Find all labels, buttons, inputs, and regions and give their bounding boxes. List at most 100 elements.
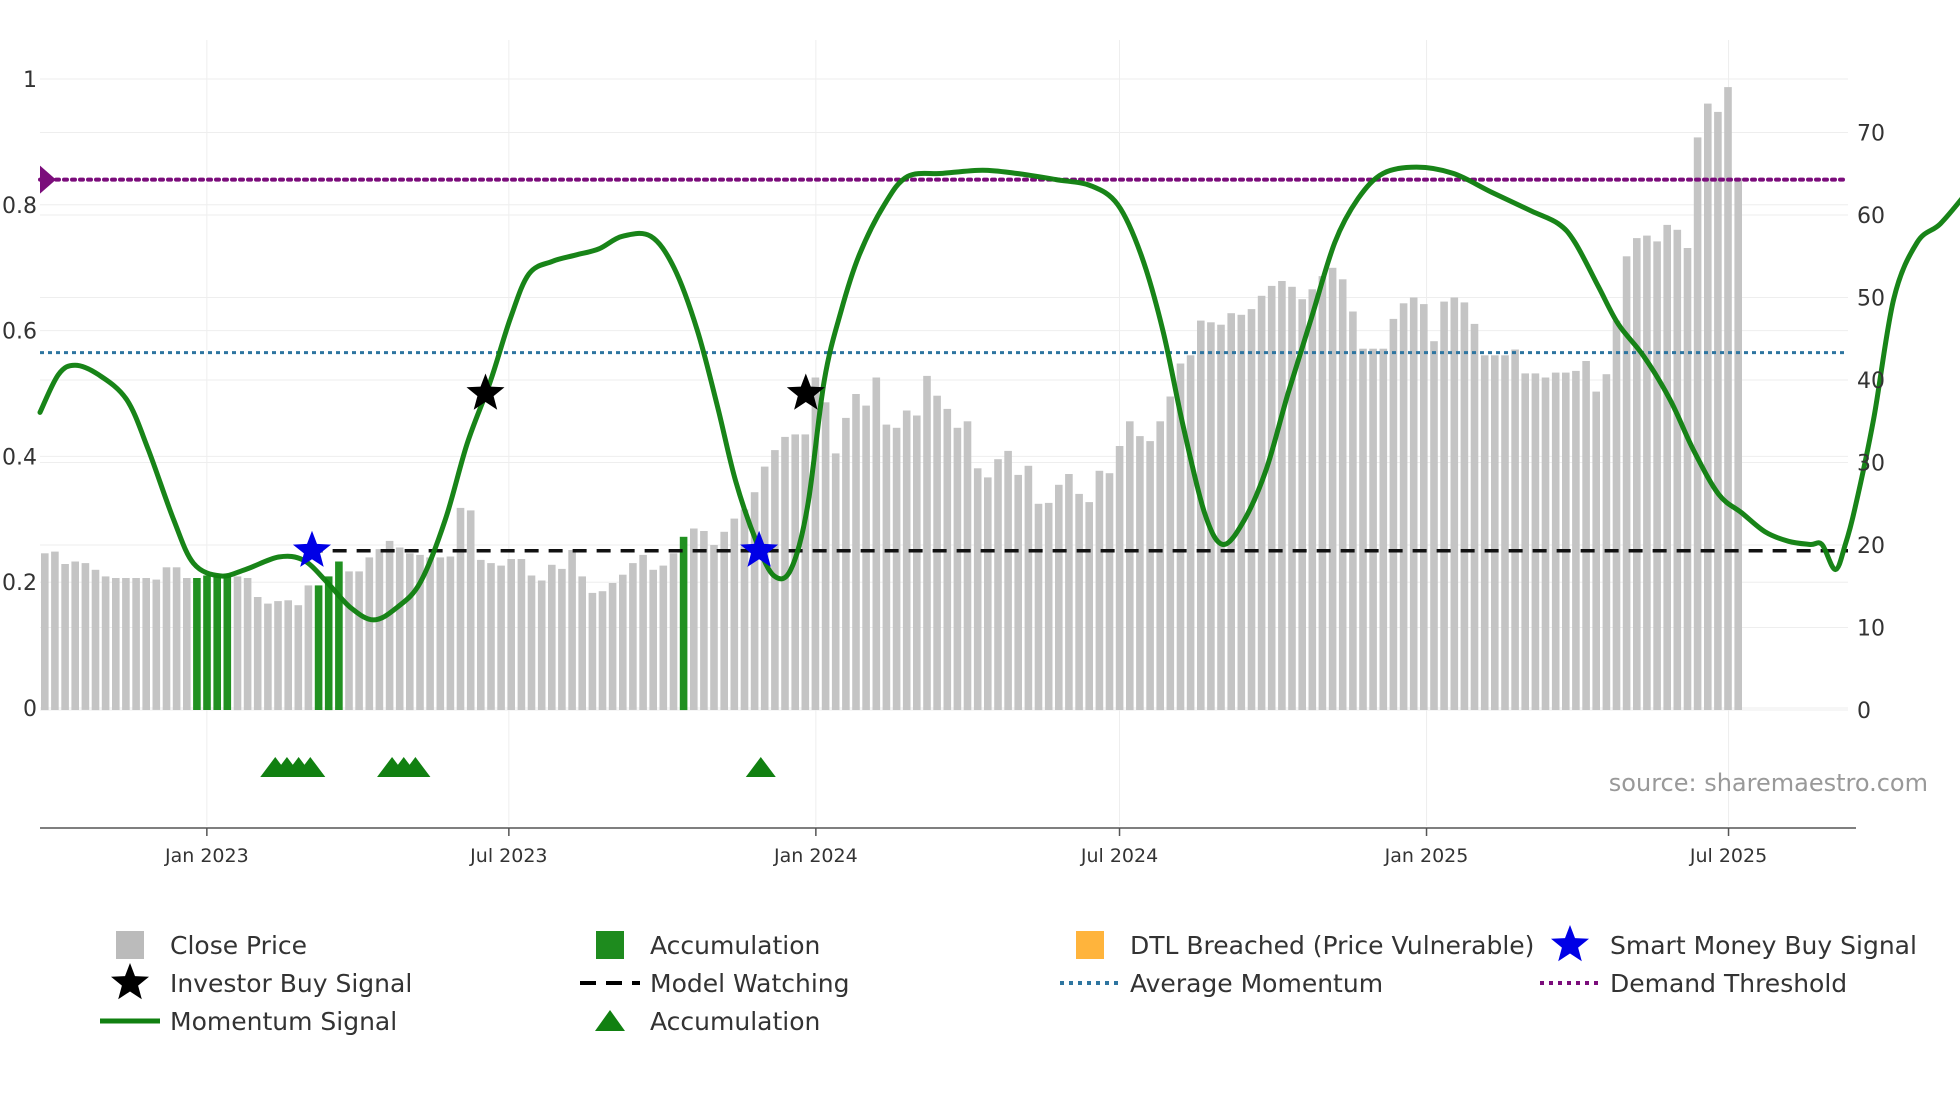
close-price-bar xyxy=(801,434,810,710)
left-axis-label: 0.4 xyxy=(2,445,37,470)
smart-money-buy-signal xyxy=(292,530,331,567)
legend-label: Close Price xyxy=(170,931,307,960)
left-axis-label: 0.2 xyxy=(2,571,37,596)
close-price-bar xyxy=(598,591,607,710)
close-price-bar xyxy=(243,578,252,710)
left-axis-label: 1 xyxy=(23,68,37,93)
close-price-bar xyxy=(1734,177,1742,710)
close-price-bar xyxy=(1095,470,1104,711)
close-price-bar xyxy=(690,528,698,710)
accumulation-marker xyxy=(400,757,431,777)
close-price-bar xyxy=(375,549,384,710)
legend-star-icon xyxy=(1551,925,1589,962)
momentum-layer xyxy=(37,164,1960,623)
close-price-bar xyxy=(1521,373,1529,710)
accumulation-bar xyxy=(213,574,221,710)
close-price-bar xyxy=(1379,348,1388,710)
x-tick-label: Jan 2023 xyxy=(164,845,249,867)
legend-item: Smart Money Buy Signal xyxy=(1551,925,1917,962)
close-price-bar xyxy=(1156,421,1164,711)
right-axis-label: 20 xyxy=(1857,534,1885,559)
reference-lines xyxy=(38,165,1850,553)
close-price-bar xyxy=(882,424,891,710)
close-price-bar xyxy=(1663,224,1671,710)
close-price-bar xyxy=(1298,299,1306,710)
close-price-bar xyxy=(953,427,962,710)
close-price-bar xyxy=(1562,372,1570,710)
close-price-bar xyxy=(456,507,465,710)
close-price-bar xyxy=(183,578,191,710)
accumulation-bar xyxy=(324,576,333,711)
x-tick-label: Jan 2024 xyxy=(773,845,858,867)
close-price-bar xyxy=(588,592,597,710)
close-price-bar xyxy=(831,453,840,710)
legend-label: DTL Breached (Price Vulnerable) xyxy=(1130,931,1534,960)
close-price-bar xyxy=(1176,363,1185,710)
close-price-bar xyxy=(760,466,769,710)
close-price-bar xyxy=(304,585,313,710)
close-price-bar xyxy=(821,402,830,710)
close-price-bar xyxy=(548,564,556,710)
smart-money-buy-signal xyxy=(740,530,779,567)
right-axis-label: 70 xyxy=(1857,122,1885,147)
right-axis-label: 0 xyxy=(1857,699,1871,724)
close-price-bar xyxy=(1724,87,1732,711)
close-price-bar xyxy=(1673,229,1682,711)
accumulation-bar xyxy=(223,573,232,710)
close-price-bar xyxy=(172,567,181,710)
close-price-bar xyxy=(629,563,637,710)
legend-label: Momentum Signal xyxy=(170,1007,397,1036)
close-price-bar xyxy=(1065,474,1073,710)
right-axis-label: 50 xyxy=(1857,287,1885,312)
close-price-bar xyxy=(1683,248,1692,710)
close-price-bar xyxy=(1217,324,1225,710)
close-price-bar xyxy=(1693,137,1702,710)
momentum-signal-line xyxy=(37,164,1960,623)
legend-item: Momentum Signal xyxy=(100,1007,397,1036)
close-price-bar xyxy=(1126,421,1134,711)
legend-item: Accumulation xyxy=(596,931,820,960)
source-label: source: sharemaestro.com xyxy=(1609,769,1928,797)
close-price-bar xyxy=(852,394,860,710)
close-price-bar xyxy=(294,605,303,710)
close-price-bar xyxy=(446,556,455,710)
close-price-bar xyxy=(994,459,1002,710)
close-price-bar xyxy=(537,580,546,710)
x-tick-label: Jul 2023 xyxy=(469,845,547,867)
close-price-bar xyxy=(1592,391,1600,710)
close-price-bar xyxy=(1338,279,1347,710)
close-price-bar xyxy=(1470,323,1479,710)
close-price-bar xyxy=(659,565,668,710)
close-price-bar xyxy=(639,554,647,710)
close-price-bar xyxy=(466,510,475,711)
close-price-bar xyxy=(781,436,789,710)
close-price-bar xyxy=(51,551,59,710)
close-price-bar xyxy=(61,564,69,710)
close-price-bar xyxy=(1633,238,1641,710)
accumulation-bar xyxy=(203,575,211,710)
close-price-bar xyxy=(142,578,150,710)
close-price-bar xyxy=(1501,355,1509,711)
accumulation-marker xyxy=(295,757,326,777)
left-axis-label: 0 xyxy=(23,697,37,722)
close-price-bar xyxy=(1146,441,1154,710)
close-price-bar xyxy=(487,563,495,710)
close-price-bar xyxy=(1572,370,1580,710)
close-price-bar xyxy=(527,575,536,710)
close-price-bar xyxy=(233,576,242,711)
close-price-bar xyxy=(1582,361,1590,710)
close-price-bar xyxy=(963,421,972,711)
close-price-bar xyxy=(578,576,586,711)
legend-item: Model Watching xyxy=(580,969,850,998)
close-price-bar xyxy=(1186,355,1195,711)
demand-threshold-marker xyxy=(40,165,56,194)
close-price-bar xyxy=(811,377,820,710)
close-price-bar xyxy=(750,492,759,710)
close-price-bar xyxy=(1399,303,1408,710)
close-price-bar xyxy=(477,559,485,711)
close-price-bar xyxy=(710,545,718,710)
signal-markers xyxy=(260,373,825,777)
close-price-bar xyxy=(365,557,374,710)
close-price-bar xyxy=(771,450,779,710)
